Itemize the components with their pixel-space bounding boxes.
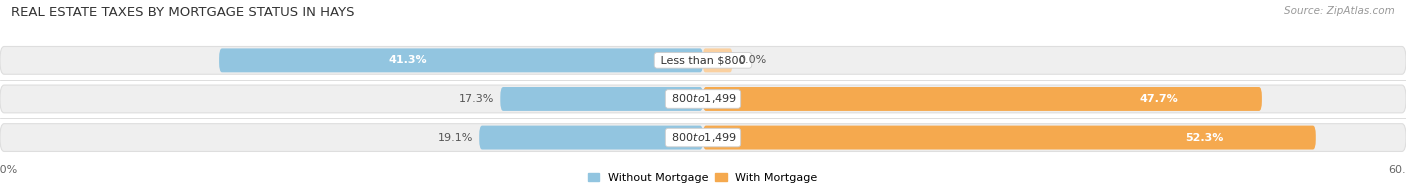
Text: Source: ZipAtlas.com: Source: ZipAtlas.com bbox=[1284, 6, 1395, 16]
Text: 52.3%: 52.3% bbox=[1185, 132, 1223, 142]
Text: 17.3%: 17.3% bbox=[460, 94, 495, 104]
FancyBboxPatch shape bbox=[703, 87, 1263, 111]
Text: $800 to $1,499: $800 to $1,499 bbox=[668, 131, 738, 144]
Text: 41.3%: 41.3% bbox=[388, 55, 427, 65]
Text: 19.1%: 19.1% bbox=[439, 132, 474, 142]
FancyBboxPatch shape bbox=[219, 48, 703, 72]
FancyBboxPatch shape bbox=[0, 85, 1406, 113]
FancyBboxPatch shape bbox=[703, 48, 733, 72]
FancyBboxPatch shape bbox=[0, 46, 1406, 74]
Text: Less than $800: Less than $800 bbox=[657, 55, 749, 65]
Legend: Without Mortgage, With Mortgage: Without Mortgage, With Mortgage bbox=[588, 173, 818, 183]
Text: REAL ESTATE TAXES BY MORTGAGE STATUS IN HAYS: REAL ESTATE TAXES BY MORTGAGE STATUS IN … bbox=[11, 6, 354, 19]
Text: $800 to $1,499: $800 to $1,499 bbox=[668, 93, 738, 105]
Text: 0.0%: 0.0% bbox=[738, 55, 766, 65]
FancyBboxPatch shape bbox=[501, 87, 703, 111]
FancyBboxPatch shape bbox=[703, 126, 1316, 150]
FancyBboxPatch shape bbox=[0, 124, 1406, 152]
Text: 47.7%: 47.7% bbox=[1139, 94, 1178, 104]
FancyBboxPatch shape bbox=[479, 126, 703, 150]
